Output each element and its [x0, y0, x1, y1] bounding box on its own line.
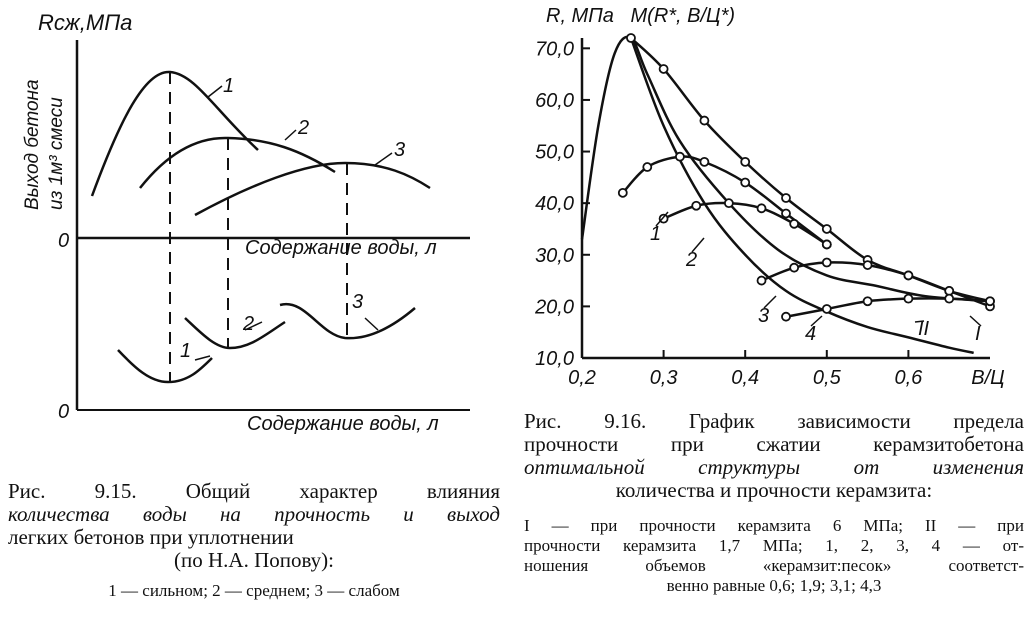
data-point [862, 296, 873, 307]
data-point [781, 208, 791, 219]
data-point [740, 156, 751, 167]
upper-curve-1 [90, 70, 259, 197]
data-point [903, 270, 914, 281]
upper-curve-3 [194, 161, 431, 217]
figure-9-16-chart: R, МПа M(R*, В/Ц*) 0,2 0,3 0,4 0,5 0,6 В/Ц 10,… [534, 5, 1005, 389]
caption-9-16-legend-2: прочности керамзита 1,7 МПа; 1, 2, 3, 4 … [524, 536, 1024, 555]
series-label-leader [691, 237, 705, 253]
data-point [756, 203, 767, 214]
lower-curve-label-3: 3 [352, 291, 363, 313]
x-tick-label: 0,4 [731, 367, 759, 389]
data-point [626, 33, 636, 43]
x-axis-label: В/Ц [971, 367, 1004, 389]
y-tick-label: 50,0 [535, 142, 574, 164]
upper-curve-label-2: 2 [297, 117, 309, 139]
series-label-2: 2 [685, 249, 697, 271]
x-tick-label: 0,2 [568, 367, 596, 389]
series-label-leader [914, 320, 925, 323]
lower-curve-3 [279, 302, 416, 340]
data-point [944, 293, 955, 304]
y-axis-label: Rсж,МПа [38, 10, 132, 35]
upper-curve-label-3: 3 [394, 139, 405, 161]
series-label-leader [969, 315, 982, 327]
data-point [658, 213, 669, 224]
caption-9-16-line-3: оптимальной структуры от изменения [524, 455, 1024, 479]
series-label-I: I [975, 323, 981, 345]
data-point [699, 115, 710, 126]
y-axis-label-rotated-1: Выход бетона [22, 79, 43, 210]
data-point [699, 156, 710, 167]
caption-9-16-legend-3: ношения объемов «керамзит:песок» соответ… [524, 556, 1024, 575]
zero-label-lower: 0 [58, 401, 69, 423]
series-label-4: 4 [805, 323, 816, 345]
data-point [821, 224, 832, 234]
upper-curve-label-1: 1 [223, 75, 234, 97]
caption-9-16-line-4: количества и прочности керамзита: [615, 478, 933, 502]
series-line-envelope [580, 35, 991, 303]
caption-9-16-legend-4: венно равные 0,6; 1,9; 3,1; 4,3 [666, 576, 882, 595]
series-label-1: 1 [650, 223, 661, 245]
series-label-leader [655, 211, 669, 227]
lower-curve-label-1: 1 [180, 340, 191, 362]
data-point [862, 260, 873, 270]
data-point [789, 262, 800, 273]
x-tick-label: 0,5 [813, 367, 842, 389]
data-point [903, 293, 914, 304]
lower-curve-1 [117, 349, 213, 384]
y-tick-label: 40,0 [535, 193, 574, 215]
data-point [985, 296, 995, 307]
lower-curve-2 [184, 317, 286, 350]
data-point [821, 239, 832, 250]
data-point [675, 151, 685, 162]
caption-9-15: Рис. 9.15. Общий характер влияния количе… [8, 480, 500, 601]
y-tick-label: 20,0 [534, 296, 574, 318]
x-axis-label-lower: Содержание воды, л [247, 413, 439, 435]
data-point [789, 218, 800, 229]
data-point [723, 198, 734, 209]
caption-9-16: Рис. 9.16. График зависимости предела пр… [524, 410, 1024, 596]
data-point [821, 304, 832, 314]
caption-9-15-line-2: количества воды на прочность и выход [8, 502, 500, 526]
data-point [944, 286, 955, 296]
caption-9-15-line-1: Рис. 9.15. Общий характер влияния [8, 479, 500, 503]
y-axis-label-rotated-2: из 1м³ смеси [46, 97, 67, 210]
chart-title: R, МПа M(R*, В/Ц*) [546, 5, 735, 27]
x-axis-label-upper: Содержание воды, л [245, 237, 437, 259]
series-label-leader [810, 315, 823, 327]
caption-9-16-line-2: прочности при сжатии керамзитобетона [524, 432, 1024, 456]
caption-9-15-line-3: легких бетонов при уплотнении [8, 525, 294, 549]
y-tick-label: 30,0 [535, 245, 574, 267]
x-tick-label: 0,6 [894, 367, 923, 389]
y-tick-label: 70,0 [535, 38, 574, 60]
caption-9-15-legend: 1 — сильном; 2 — среднем; 3 — слабом [108, 581, 400, 600]
data-point [821, 257, 832, 268]
caption-9-16-line-1: Рис. 9.16. График зависимости предела [524, 409, 1024, 433]
figure-9-15: Rсж,МПа Выход бетона из 1м³ смеси 0 0 Со… [22, 10, 470, 435]
lower-curve-label-2: 2 [242, 313, 254, 335]
data-point [781, 311, 791, 322]
caption-9-16-legend-1: I — при прочности керамзита 6 МПа; II — … [524, 516, 1024, 535]
y-tick-label: 10,0 [535, 348, 574, 370]
zero-label-upper: 0 [58, 230, 69, 252]
series-label-3: 3 [758, 305, 769, 327]
series-label-II: II [918, 318, 930, 340]
data-point [642, 162, 653, 172]
y-tick-label: 60,0 [535, 90, 574, 112]
data-point [691, 200, 702, 211]
data-point [740, 177, 751, 188]
caption-9-15-line-4: (по Н.А. Попову): [174, 548, 334, 572]
series-line-II [629, 37, 974, 355]
x-tick-label: 0,3 [650, 367, 678, 389]
data-point [658, 64, 669, 74]
series-label-leader [763, 295, 777, 309]
data-point [781, 193, 791, 203]
data-point [756, 275, 767, 286]
data-point [617, 187, 628, 198]
